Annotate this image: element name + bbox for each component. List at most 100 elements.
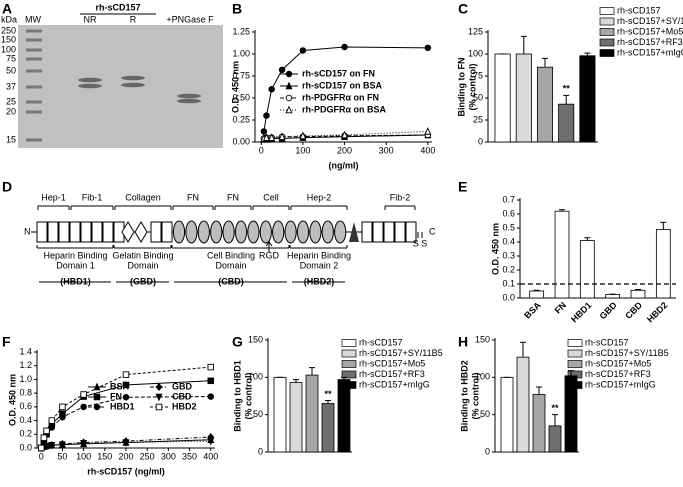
gel-shade	[18, 25, 223, 148]
legend-label: rh-sCD157+Mo5	[585, 358, 651, 368]
data-point	[48, 442, 56, 450]
legend-label: FN	[110, 391, 122, 401]
type-iii-module	[222, 220, 235, 244]
legend-marker	[285, 105, 293, 114]
unit-label: kDa	[1, 14, 17, 24]
bar	[273, 376, 287, 453]
bar	[305, 374, 319, 453]
bar	[289, 382, 303, 453]
x-tick-label: 100	[76, 451, 91, 461]
legend-label: rh-sCD157+SY/11B5	[617, 16, 683, 26]
legend-label: rh-sCD157+RF3	[359, 369, 425, 379]
legend-swatch	[341, 360, 357, 368]
error-bar	[520, 35, 527, 54]
domain-abbr: (GBD)	[130, 276, 156, 286]
data-point	[122, 381, 130, 389]
data-point	[122, 394, 130, 401]
legend-swatch	[567, 339, 583, 347]
bar	[529, 290, 545, 299]
error-bar	[660, 221, 667, 230]
marker-label: 37	[6, 81, 16, 91]
type-iii-module	[210, 220, 223, 244]
y-tick-label: 1.4	[19, 346, 32, 356]
data-point	[260, 128, 268, 135]
error-bar	[552, 414, 558, 426]
type-i-module	[80, 221, 92, 243]
x-axis-label: (ng/ml)	[329, 160, 359, 170]
y-axis-label: O.D. 450 nm	[230, 61, 240, 113]
y-tick-label: 125	[468, 26, 483, 36]
bar	[494, 53, 511, 143]
lane-label: NR	[84, 14, 97, 24]
error-bar	[635, 288, 641, 291]
data-point	[341, 130, 349, 139]
bar	[548, 425, 562, 453]
data-point	[37, 444, 45, 452]
marker-label: 15	[6, 134, 16, 144]
legend-label: rh-sCD157+RF3	[617, 37, 683, 47]
domain-abbr: (CBD)	[218, 276, 244, 286]
legend-swatch	[341, 349, 357, 358]
y-tick-label: 0.6	[19, 401, 32, 411]
marker-band	[26, 69, 42, 73]
y-tick-label: 0.7	[502, 194, 515, 204]
y-axis-label: O.D. 450 nm	[7, 374, 17, 426]
y-tick-label: 0.50	[232, 92, 250, 102]
panel-label: A	[2, 1, 12, 17]
legend-label: rh-PDGFRα on BSA	[302, 104, 387, 114]
type-ii-module	[121, 221, 135, 243]
y-tick-label: 150	[248, 334, 263, 344]
y-tick-label: 75	[473, 70, 483, 80]
y-tick-label: 0.8	[19, 388, 32, 398]
legend-swatch	[567, 349, 583, 358]
domain-abbr: (HBD1)	[60, 276, 91, 286]
type-iii-module	[197, 220, 210, 244]
domain-name: Cell Binding	[207, 250, 255, 260]
data-point	[59, 413, 66, 421]
y-tick-label: 0.0	[19, 442, 32, 452]
type-i-module	[372, 221, 384, 243]
bar	[558, 103, 575, 143]
data-point	[299, 131, 307, 140]
error-bar	[584, 237, 591, 241]
data-point	[424, 127, 432, 135]
data-point	[40, 434, 48, 441]
marker-label: 50	[6, 65, 16, 75]
legend-label: rh-PDGFRα on FN	[302, 92, 379, 102]
x-tick-label: 200	[337, 145, 352, 155]
type-i-module	[69, 221, 81, 243]
panel-label: D	[2, 179, 12, 195]
data-point	[58, 441, 66, 449]
error-bar	[568, 370, 574, 376]
type-iii-module	[247, 220, 260, 244]
domain-name: Heparin Binding	[43, 250, 107, 260]
y-tick-label: 50	[253, 409, 263, 419]
x-tick-label: 150	[97, 451, 112, 461]
legend-label: rh-sCD157+SY/11B5	[359, 348, 443, 358]
legend-label: rh-sCD157+RF3	[585, 369, 651, 379]
rgd-label: RGD	[259, 250, 280, 260]
legend-marker	[155, 393, 163, 402]
legend-marker	[93, 393, 101, 401]
y-tick-label: 0.0	[502, 292, 515, 302]
domain-abbr: (HBD2)	[304, 276, 335, 286]
y-tick-label: 0.2	[502, 264, 515, 274]
data-point	[80, 391, 87, 398]
bar	[655, 228, 671, 299]
y-tick-label: 0.75	[232, 70, 250, 80]
y-axis-label: (% control)	[470, 373, 480, 420]
protein-band	[121, 75, 145, 81]
x-tick-label: 250	[140, 451, 155, 461]
error-bar	[536, 386, 542, 395]
y-tick-label: 0.5	[502, 222, 515, 232]
error-bar	[293, 379, 299, 383]
legend-label: rh-sCD157	[359, 337, 403, 347]
data-point	[263, 112, 270, 119]
legend-label: GBD	[172, 381, 193, 391]
legend-swatch	[341, 339, 357, 347]
y-tick-label: 0	[485, 446, 490, 456]
y-axis-label: O.D. 450 nm	[490, 223, 500, 275]
legend-swatch	[567, 360, 583, 368]
y-tick-label: 1.2	[19, 360, 32, 370]
type-i-module	[394, 221, 406, 243]
